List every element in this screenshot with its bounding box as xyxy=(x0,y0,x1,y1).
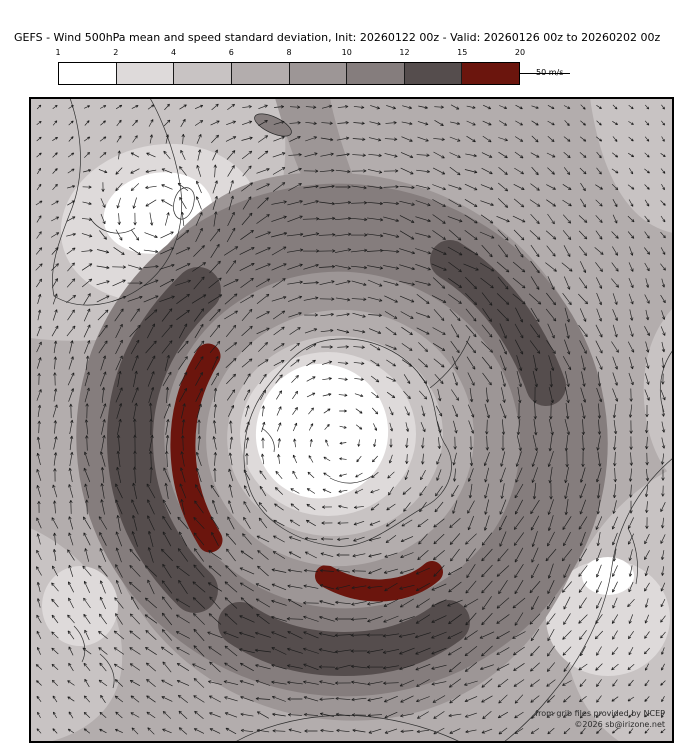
colorbar-cell xyxy=(115,63,174,84)
colorbar-ticks: 1 2 4 6 8 10 12 15 20 xyxy=(55,48,528,60)
coastline-antarctica xyxy=(243,338,452,547)
coastlines xyxy=(52,98,673,742)
stddev-patch-east xyxy=(643,308,673,478)
colorbar-cell xyxy=(59,63,116,84)
colorbar-tick: 4 xyxy=(170,48,177,57)
colorbar-cell xyxy=(461,63,519,84)
map-canvas xyxy=(30,98,673,742)
colorbar xyxy=(58,62,520,85)
coastline-australia-south xyxy=(234,714,461,742)
colorbar-cell xyxy=(346,63,404,84)
map-frame xyxy=(30,98,673,742)
stddev-patch-southeast-eddy-core xyxy=(582,557,634,595)
colorbar-tick: 8 xyxy=(286,48,292,57)
reference-vector-line xyxy=(520,73,570,74)
stddev-arc-south xyxy=(218,600,470,677)
stddev-patch-southwest-eddy xyxy=(42,566,118,646)
stddev-max-south xyxy=(315,561,443,602)
coastline-south-america-detail xyxy=(627,527,638,585)
island-dark-spot xyxy=(254,113,292,137)
colorbar-tick: 12 xyxy=(399,48,410,57)
coastline-africa xyxy=(52,98,183,306)
coastline-antarctica-detail xyxy=(261,427,373,484)
stddev-patch-northeast xyxy=(590,98,673,233)
coastline-antarctic-peninsula xyxy=(429,335,471,389)
credits-source: from grib files provided by NCEP xyxy=(535,709,665,718)
colorbar-cell xyxy=(288,63,347,84)
chart-title: GEFS - Wind 500hPa mean and speed standa… xyxy=(14,31,661,44)
coastline-south-america xyxy=(503,457,673,742)
stddev-patch-southeast-eddy xyxy=(546,560,670,676)
stddev-inner-minimum xyxy=(255,363,389,499)
map-panel: from grib files provided by NCEP ©2026 s… xyxy=(29,97,674,743)
colorbar-tick: 1 xyxy=(55,48,61,57)
credits: from grib files provided by NCEP ©2026 s… xyxy=(535,708,665,730)
colorbar-tick: 15 xyxy=(457,48,468,57)
stddev-arc-northeast xyxy=(430,240,566,406)
colorbar-cell xyxy=(403,63,462,84)
coastline-new-zealand xyxy=(73,625,115,689)
reference-vector-label: 50 m/s xyxy=(536,68,564,77)
colorbar-tick: 10 xyxy=(341,48,352,57)
colorbar-cell xyxy=(173,63,231,84)
wind-vector-field xyxy=(35,103,666,735)
colorbar-cell xyxy=(230,63,289,84)
colorbar-tick: 2 xyxy=(113,48,119,57)
colorbar-tick: 6 xyxy=(228,48,234,57)
colorbar-tick: 20 xyxy=(514,48,526,57)
credits-copyright: ©2026 sb@irizone.net xyxy=(574,720,665,729)
stddev-ring-arm-north xyxy=(275,98,360,208)
coastline-madagascar xyxy=(173,187,195,220)
stddev-arc-west xyxy=(106,267,221,613)
